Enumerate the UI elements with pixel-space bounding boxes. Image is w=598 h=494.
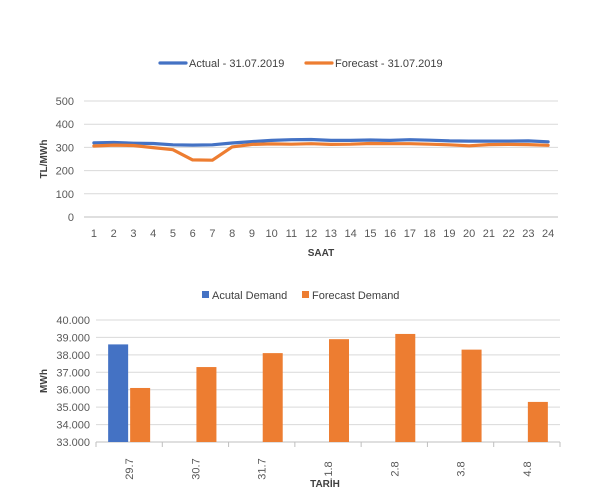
x-tick-label: 17 (404, 228, 416, 240)
x-tick-label: 2 (111, 228, 117, 240)
x-tick-label: 2.8 (389, 461, 401, 476)
x-tick-label: 20 (463, 228, 475, 240)
series-line-actual (92, 137, 550, 147)
bar-forecast (329, 339, 349, 442)
legend-swatch-forecast-demand (302, 291, 309, 298)
x-tick-label: 31.7 (257, 458, 269, 479)
legend-label-forecast-demand: Forecast Demand (312, 290, 399, 302)
y-tick-label: 500 (56, 96, 74, 108)
x-tick-label: 12 (305, 228, 317, 240)
y-axis-title: TL/MWh (39, 140, 50, 179)
bar-forecast (527, 401, 548, 442)
x-tick-label: 3 (130, 228, 136, 240)
bar-forecast (262, 353, 283, 442)
y-tick-label: 34.000 (56, 420, 90, 432)
x-axis-title: TARİH (310, 477, 340, 490)
bar-forecast (461, 349, 482, 442)
x-tick-label: 15 (364, 228, 376, 240)
bar-forecast (196, 367, 217, 442)
x-tick-label: 4 (150, 228, 156, 240)
y-tick-label: 38.000 (56, 350, 90, 362)
x-tick-label: 23 (522, 228, 534, 240)
y-tick-label: 300 (56, 142, 74, 154)
legend-label-actual-demand: Acutal Demand (212, 290, 287, 302)
y-tick-label: 400 (56, 119, 74, 131)
y-tick-label: 40.000 (56, 315, 90, 327)
y-tick-label: 35.000 (56, 402, 90, 414)
x-tick-label: 13 (325, 228, 337, 240)
legend-label-forecast: Forecast - 31.07.2019 (335, 58, 443, 70)
y-tick-label: 0 (68, 212, 74, 224)
x-tick-label: 8 (229, 228, 235, 240)
x-tick-label: 16 (384, 228, 396, 240)
x-tick-label: 24 (542, 228, 554, 240)
x-axis-title: SAAT (308, 248, 334, 259)
bar-forecast (130, 387, 151, 442)
y-tick-label: 37.000 (56, 367, 90, 379)
x-tick-label: 21 (483, 228, 495, 240)
x-tick-label: 19 (443, 228, 455, 240)
x-tick-label: 18 (424, 228, 436, 240)
y-tick-label: 39.000 (56, 332, 90, 344)
bar-chart: 33.000 34.000 35.000 36.000 37.000 38.000 39.0… (39, 290, 561, 490)
bar-actual (108, 344, 129, 442)
x-tick-label: 7 (209, 228, 215, 240)
y-tick-label: 36.000 (56, 385, 90, 397)
x-tick-label: 11 (286, 228, 297, 240)
x-tick-label: 10 (266, 228, 278, 240)
y-axis-title: MWh (39, 369, 50, 393)
x-tick-label: 3.8 (456, 461, 468, 476)
x-tick-label: 1 (91, 228, 97, 240)
x-tick-label: 30.7 (190, 458, 202, 479)
x-tick-label: 4.8 (522, 461, 534, 476)
x-tick-label: 29.7 (124, 458, 136, 479)
legend-swatch-actual-demand (202, 291, 209, 298)
legend-label-actual: Actual - 31.07.2019 (189, 58, 284, 70)
y-tick-label: 33.000 (56, 437, 90, 449)
x-tick-label: 14 (345, 228, 357, 240)
series-line-forecast (92, 141, 550, 162)
x-tick-label: 1.8 (323, 461, 335, 476)
y-tick-label: 200 (56, 166, 74, 178)
x-tick-label: 5 (170, 228, 176, 240)
x-tick-label: 6 (190, 228, 196, 240)
bar-forecast (395, 333, 416, 442)
y-tick-label: 100 (56, 189, 74, 201)
x-tick-label: 9 (249, 228, 255, 240)
x-tick-label: 22 (503, 228, 515, 240)
